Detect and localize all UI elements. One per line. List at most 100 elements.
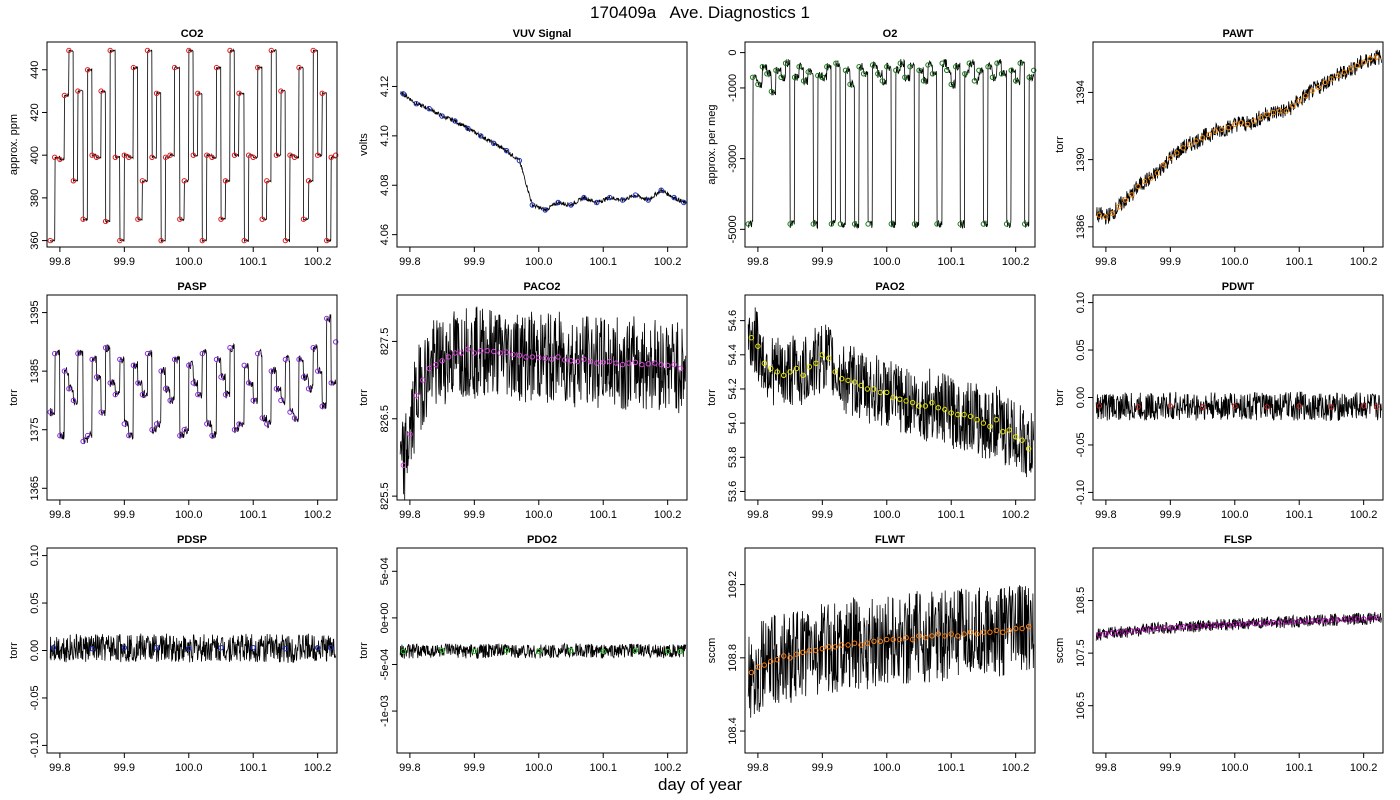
data-point [826, 355, 832, 361]
data-point [93, 374, 100, 380]
x-tick-label: 100.1 [937, 509, 965, 521]
data-point [1238, 621, 1244, 627]
data-point [1129, 192, 1135, 198]
y-tick-label: 826.5 [379, 405, 391, 433]
data-point [813, 647, 819, 654]
data-point [1167, 403, 1174, 409]
x-tick-label: 100.2 [1350, 762, 1378, 774]
data-point [806, 647, 813, 654]
x-tick-label: 99.8 [1095, 509, 1116, 521]
data-point [619, 361, 626, 368]
plot-frame [396, 547, 688, 754]
data-point [677, 648, 684, 655]
data-point [581, 356, 587, 362]
data-point [1361, 616, 1367, 622]
data-point [315, 645, 321, 651]
panel-title: PDO2 [527, 534, 557, 546]
y-tick-label: 54.4 [727, 344, 739, 365]
data-point [1103, 214, 1109, 220]
data-point [948, 631, 954, 637]
plot-frame [46, 41, 338, 248]
data-point [768, 658, 774, 665]
y-tick-label: -0.10 [29, 733, 41, 758]
data-point [920, 78, 927, 84]
data-point [1135, 627, 1141, 634]
data-point [897, 60, 903, 66]
data-point [632, 192, 639, 198]
data-point [1096, 212, 1103, 218]
x-tick-label: 100.2 [654, 762, 682, 774]
data-point [845, 377, 851, 384]
data-point [759, 64, 766, 70]
data-point [478, 133, 484, 139]
y-tick-label: 420 [29, 103, 41, 121]
data-point [877, 389, 883, 396]
data-point [826, 644, 832, 650]
data-point [255, 350, 261, 357]
data-point [484, 348, 490, 354]
data-point [300, 216, 307, 222]
panel-title: PDWT [1222, 281, 1255, 293]
plot-frame [46, 294, 338, 501]
data-point [1328, 76, 1335, 82]
data-point [259, 415, 265, 421]
data-point [1161, 162, 1167, 168]
data-point [893, 67, 899, 74]
data-point [112, 391, 119, 398]
data-point [819, 646, 825, 652]
data-point [117, 356, 123, 363]
data-point [890, 636, 896, 643]
data-point [264, 421, 270, 427]
data-point [300, 374, 307, 380]
data-point [851, 640, 858, 646]
data-point [162, 386, 169, 392]
data-point [967, 413, 974, 419]
panel-title: VUV Signal [513, 28, 572, 40]
panel-pdwt: PDWT 99.8 99.9 100.0 100.1 100.2 -0.10 -0.05 0.0… [1054, 281, 1384, 521]
data-point [1373, 615, 1380, 621]
data-point [1367, 56, 1373, 62]
data-point [89, 152, 95, 158]
data-point [1174, 624, 1180, 631]
data-point [1135, 183, 1141, 190]
x-tick-label: 100.2 [304, 762, 332, 774]
data-point [1180, 145, 1186, 151]
data-point [523, 354, 529, 360]
x-tick-label: 99.9 [1160, 256, 1181, 268]
data-point [227, 345, 233, 351]
data-point [980, 221, 987, 227]
raw-trace-line [399, 642, 687, 660]
panel-title: PASP [177, 281, 206, 293]
data-point [1148, 175, 1154, 181]
data-point [171, 64, 178, 71]
x-tick-label: 99.8 [1095, 762, 1116, 774]
data-point [315, 152, 321, 158]
data-point [50, 645, 57, 651]
data-point [1257, 620, 1264, 626]
x-tick-label: 100.1 [239, 509, 267, 521]
panel-pasp: PASP 99.8 99.9 100.0 100.1 100.2 1365 1375 1385 1… [8, 281, 339, 521]
x-tick-label: 99.9 [1160, 509, 1181, 521]
data-point [291, 154, 298, 161]
x-tick-label: 100.0 [873, 762, 901, 774]
data-point [305, 178, 312, 184]
data-point [1341, 616, 1348, 623]
data-point [856, 64, 862, 70]
data-point [1219, 622, 1225, 628]
data-point [764, 71, 770, 77]
data-point [153, 645, 160, 651]
data-point [1251, 620, 1257, 626]
data-point [907, 64, 913, 70]
data-point [879, 78, 885, 84]
data-point [319, 90, 325, 97]
data-point [1341, 69, 1348, 75]
y-tick-label: 4.06 [379, 224, 391, 245]
panel-title: PACO2 [523, 281, 560, 293]
data-point [903, 635, 909, 641]
data-point [102, 218, 109, 225]
data-point [1021, 221, 1028, 227]
data-point [278, 397, 284, 404]
data-point [860, 71, 867, 77]
data-point [433, 361, 439, 368]
data-point [948, 410, 954, 416]
